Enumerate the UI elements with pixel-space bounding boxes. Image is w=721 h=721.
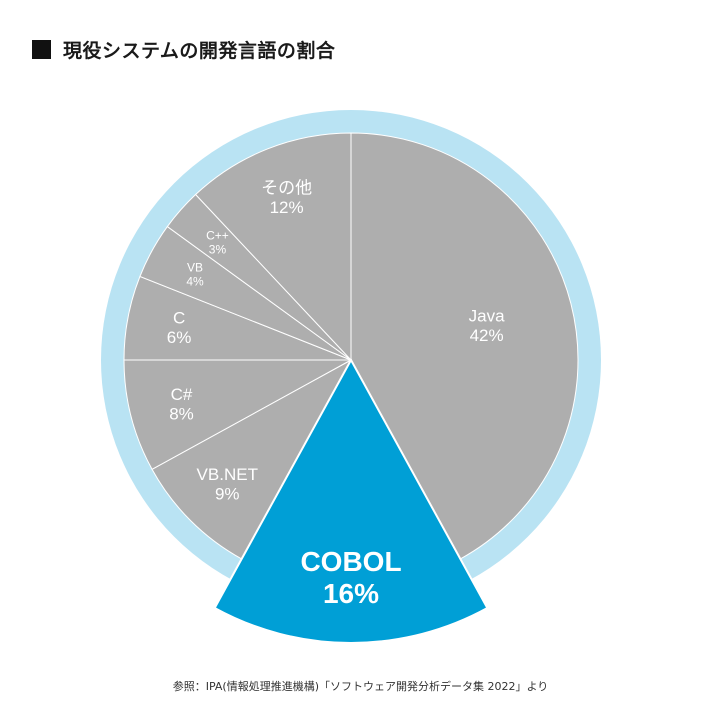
pie-label-name-c: C# [171, 385, 193, 404]
pie-label-java: Java 42% [469, 307, 505, 346]
pie-label-name-c: C++ [206, 229, 229, 243]
chart-title-row: 現役システムの開発言語の割合 [32, 36, 335, 62]
pie-slice-c [123, 359, 352, 471]
pie-label-other: その他 12% [261, 179, 312, 218]
pie-label-name-java: Java [469, 307, 505, 326]
pie-label-vb-net: VB.NET 9% [197, 465, 258, 504]
pie-label-value-vb-net: 9% [215, 485, 240, 504]
pie-label-value-c: 3% [209, 243, 227, 257]
title-square-icon [32, 39, 51, 59]
pie-label-vb: VB 4% [186, 261, 204, 289]
pie-label-cobol: COBOL 16% [300, 546, 401, 609]
pie-slices [123, 132, 579, 644]
pie-label-name-c: C [173, 309, 185, 328]
source-note: 参照：IPA(情報処理推進機構)「ソフトウェア開発分析データ集 2022」より [172, 680, 549, 693]
pie-label-name-vb-net: VB.NET [197, 465, 258, 484]
pie-label-value-c: 6% [167, 328, 192, 347]
pie-slice-other [194, 132, 352, 362]
pie-label-name-other: その他 [261, 179, 312, 198]
pie-slice-java [350, 132, 579, 560]
pie-label-c: C# 8% [169, 385, 194, 424]
pie-label-value-java: 42% [470, 326, 504, 345]
pie-label-name-vb: VB [187, 261, 203, 275]
pie-label-c: C++ 3% [206, 229, 229, 257]
pie-label-value-vb: 4% [186, 274, 204, 288]
pie-slice-vb-net [151, 358, 353, 560]
chart-title: 現役システムの開発言語の割合 [63, 39, 336, 62]
pie-label-value-c: 8% [169, 404, 194, 423]
pie-label-value-cobol: 16% [323, 578, 379, 609]
pie-label-value-other: 12% [270, 198, 304, 217]
pie-slice-cobol [213, 359, 489, 644]
pie-label-name-cobol: COBOL [300, 546, 401, 577]
pie-labels: Java 42%COBOL 16%VB.NET 9%C# 8%C 6%VB 4%C++ 3%そ… [167, 179, 505, 610]
pie-label-c: C 6% [167, 309, 192, 348]
